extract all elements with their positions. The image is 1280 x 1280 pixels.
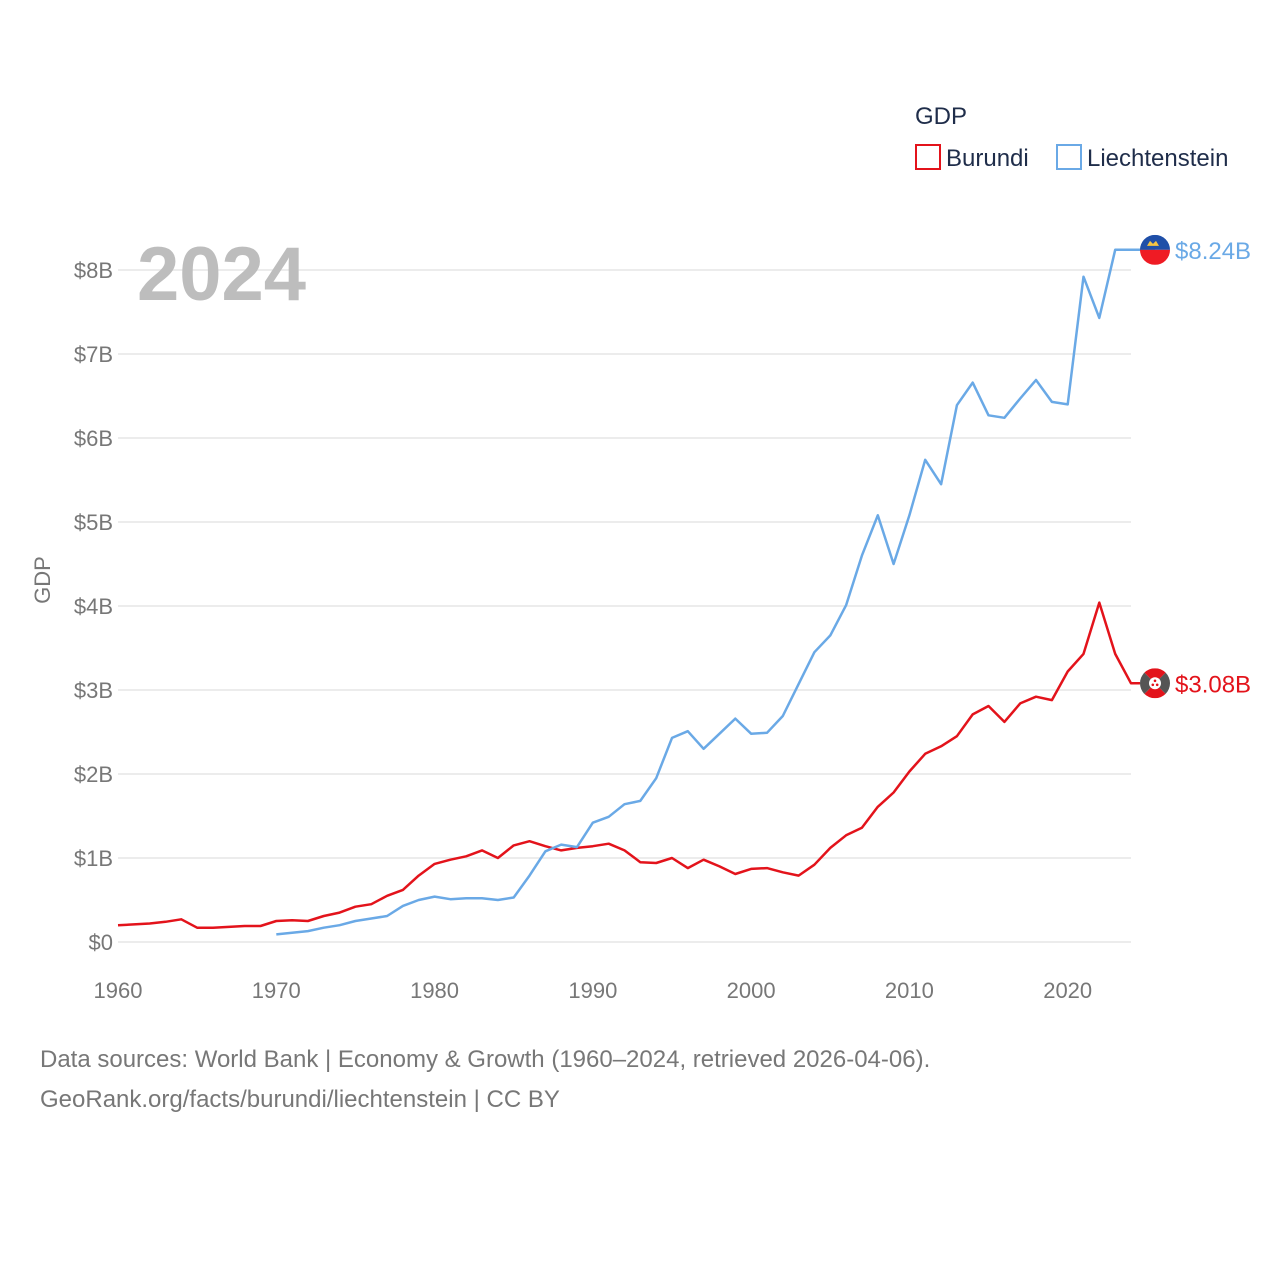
x-tick-label: 2020	[1043, 978, 1092, 1003]
y-tick-label: $5B	[74, 510, 113, 535]
end-value-label-burundi: $3.08B	[1175, 671, 1251, 698]
series-endpoints: $3.08B $8.24B	[1140, 234, 1251, 699]
y-tick-label: $8B	[74, 258, 113, 283]
series-line-liechtenstein[interactable]	[276, 248, 1155, 936]
end-value-label-liechtenstein: $8.24B	[1175, 238, 1251, 265]
y-axis-tick-labels: $0 $1B $2B $3B $4B $5B $6B $7B $8B	[74, 258, 113, 955]
y-tick-label: $3B	[74, 678, 113, 703]
x-tick-label: 2010	[885, 978, 934, 1003]
x-axis-tick-labels: 1960 1970 1980 1990 2000 2010 2020	[94, 978, 1093, 1003]
legend-swatch-liechtenstein	[1056, 144, 1082, 170]
data-source-footer: Data sources: World Bank | Economy & Gro…	[40, 1040, 1240, 1120]
series-line-burundi[interactable]	[117, 601, 1155, 929]
y-tick-label: $4B	[74, 594, 113, 619]
footer-sources-text: Data sources: World Bank | Economy & Gro…	[40, 1046, 931, 1073]
footer-link-text[interactable]: GeoRank.org/facts/burundi/liechtenstein …	[40, 1086, 560, 1113]
x-tick-label: 1970	[252, 978, 301, 1003]
burundi-flag-icon	[1140, 668, 1170, 699]
y-tick-label: $6B	[74, 426, 113, 451]
x-tick-label: 2000	[727, 978, 776, 1003]
x-tick-label: 1990	[568, 978, 617, 1003]
series-lines	[117, 248, 1155, 936]
liechtenstein-flag-icon	[1140, 234, 1170, 265]
x-tick-label: 1980	[410, 978, 459, 1003]
legend-item-burundi[interactable]: Burundi	[915, 144, 1029, 172]
y-axis-title: GDP	[30, 556, 55, 604]
y-tick-label: $7B	[74, 342, 113, 367]
y-tick-label: $1B	[74, 846, 113, 871]
current-year-label: 2024	[137, 232, 306, 317]
legend-item-liechtenstein[interactable]: Liechtenstein	[1056, 144, 1228, 172]
y-tick-label: $2B	[74, 762, 113, 787]
y-tick-label: $0	[89, 930, 113, 955]
x-tick-label: 1960	[94, 978, 143, 1003]
legend: GDP Burundi Liechtenstein	[915, 103, 1228, 172]
legend-swatch-burundi	[915, 144, 941, 170]
legend-title: GDP	[915, 103, 967, 130]
legend-label-liechtenstein: Liechtenstein	[1087, 145, 1228, 172]
legend-label-burundi: Burundi	[946, 145, 1029, 172]
grid-lines	[118, 269, 1131, 943]
